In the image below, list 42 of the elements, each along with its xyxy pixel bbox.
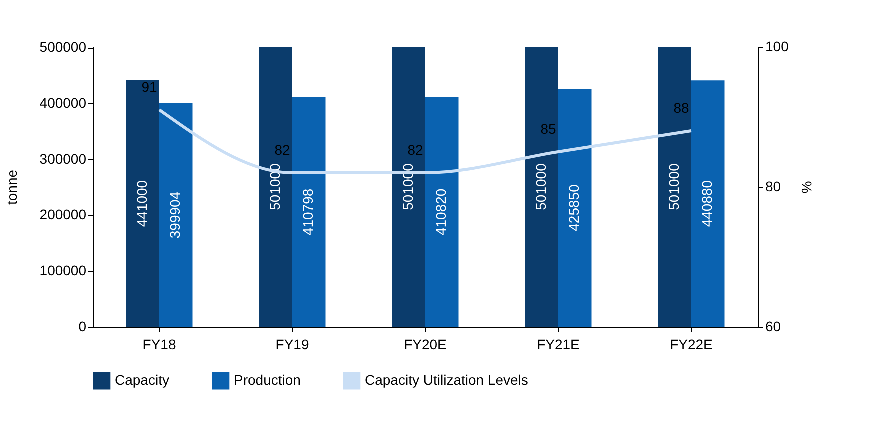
y-axis-title: tonne: [4, 170, 20, 206]
y2-tick-label: 60: [766, 318, 782, 334]
x-tick-label: FY22E: [670, 336, 713, 352]
bar: [259, 47, 292, 327]
y2-tick-label: 80: [766, 178, 782, 194]
legend-label: Capacity Utilization Levels: [365, 372, 528, 388]
data-label: 85: [540, 121, 556, 137]
data-label: 399904: [167, 192, 184, 239]
bar: [292, 97, 326, 327]
bar: [658, 47, 692, 327]
y2-axis-title: %: [798, 181, 815, 194]
x-tick-label: FY21E: [537, 336, 580, 352]
bar: [160, 104, 193, 327]
data-label: 82: [274, 142, 290, 158]
data-label: 440880: [699, 180, 716, 228]
data-label: 441000: [134, 180, 150, 228]
bar: [692, 80, 725, 327]
bar: [525, 47, 558, 327]
y-tick-label: 500000: [40, 39, 87, 56]
data-label: 410820: [433, 188, 450, 236]
bar: [426, 97, 459, 327]
data-label: 82: [408, 142, 424, 158]
legend-label: Production: [234, 372, 301, 388]
x-tick-label: FY19: [276, 336, 310, 352]
bar: [126, 80, 160, 327]
legend-label: Capacity: [115, 372, 170, 388]
bar: [392, 47, 426, 327]
data-label: 88: [674, 100, 690, 116]
y-tick-label: 100000: [40, 262, 87, 279]
x-tick-label: FY18: [142, 336, 176, 352]
data-label: 91: [142, 79, 158, 95]
y-tick-label: 0: [78, 318, 87, 334]
bar: [558, 89, 592, 327]
y2-tick-label: 100: [766, 38, 790, 54]
data-label: 501000: [666, 163, 682, 210]
y-tick-label: 400000: [40, 94, 87, 111]
data-label: 501000: [532, 163, 549, 210]
x-tick-label: FY20E: [404, 336, 447, 352]
data-label: 410798: [300, 188, 316, 236]
y-tick-label: 300000: [40, 150, 87, 167]
data-label: 425850: [566, 184, 582, 232]
y-tick-label: 200000: [40, 206, 87, 223]
